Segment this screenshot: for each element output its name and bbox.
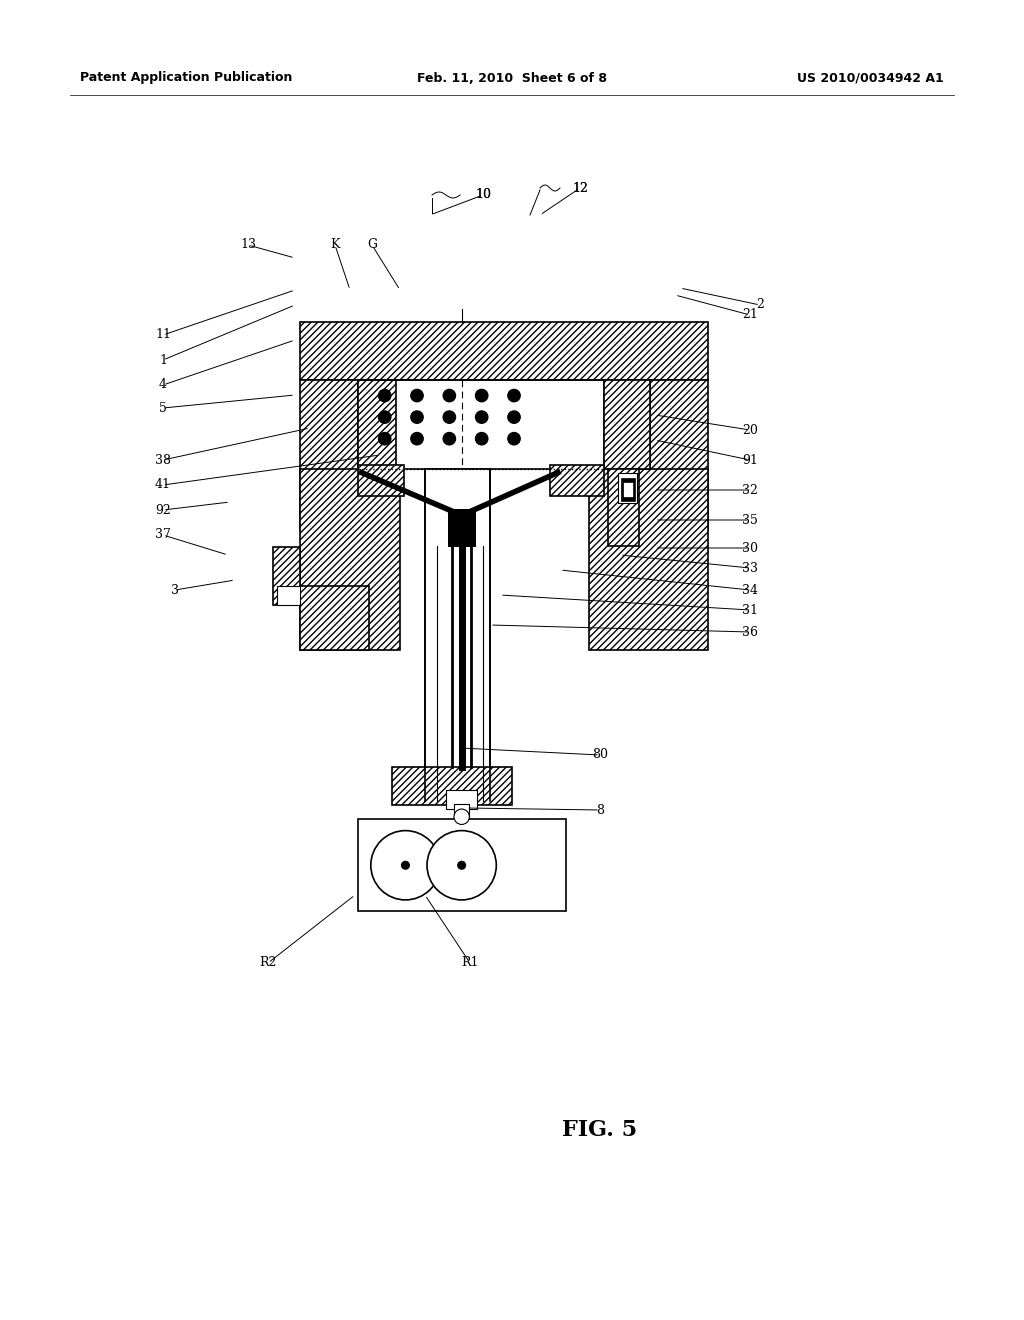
Bar <box>624 482 633 498</box>
Text: 20: 20 <box>742 424 758 437</box>
Bar <box>617 473 637 503</box>
Text: K: K <box>331 239 340 252</box>
Bar <box>454 804 469 818</box>
Bar <box>650 380 708 531</box>
Bar <box>392 767 512 805</box>
Circle shape <box>411 411 423 424</box>
Text: 12: 12 <box>572 181 588 194</box>
Text: 34: 34 <box>742 583 758 597</box>
Text: 12: 12 <box>572 181 588 194</box>
Text: 4: 4 <box>159 379 167 392</box>
Bar <box>621 478 635 502</box>
Bar <box>604 380 650 469</box>
Circle shape <box>475 389 487 401</box>
Circle shape <box>508 433 520 445</box>
Circle shape <box>454 809 469 825</box>
Circle shape <box>508 411 520 424</box>
Bar <box>300 469 400 649</box>
Text: 2: 2 <box>756 298 764 312</box>
Bar <box>446 789 477 809</box>
Text: Feb. 11, 2010  Sheet 6 of 8: Feb. 11, 2010 Sheet 6 of 8 <box>417 71 607 84</box>
Bar <box>300 469 400 649</box>
Text: 3: 3 <box>171 583 179 597</box>
Circle shape <box>475 433 487 445</box>
Bar <box>357 380 396 469</box>
Circle shape <box>411 433 423 445</box>
Text: 35: 35 <box>742 513 758 527</box>
Circle shape <box>379 389 391 401</box>
Bar <box>425 469 490 801</box>
Bar <box>300 586 370 649</box>
Bar <box>604 380 650 469</box>
Text: 10: 10 <box>475 189 490 202</box>
Circle shape <box>443 389 456 401</box>
Bar <box>357 465 403 496</box>
Bar <box>273 548 300 605</box>
Text: Patent Application Publication: Patent Application Publication <box>80 71 293 84</box>
Text: R2: R2 <box>259 957 276 969</box>
Bar <box>273 548 300 605</box>
Text: 13: 13 <box>240 239 256 252</box>
Circle shape <box>443 411 456 424</box>
Bar <box>650 380 708 531</box>
Text: 11: 11 <box>155 329 171 342</box>
Circle shape <box>379 411 391 424</box>
Text: R1: R1 <box>461 957 479 969</box>
Circle shape <box>508 389 520 401</box>
Circle shape <box>427 830 497 900</box>
Bar <box>589 469 708 649</box>
Bar <box>357 818 565 911</box>
Bar <box>300 380 357 531</box>
Bar <box>608 469 639 545</box>
Circle shape <box>475 411 487 424</box>
Bar <box>300 322 708 380</box>
Circle shape <box>458 862 466 869</box>
Circle shape <box>401 862 410 869</box>
Circle shape <box>411 389 423 401</box>
Bar <box>357 465 403 496</box>
Circle shape <box>379 433 391 445</box>
Text: 21: 21 <box>742 309 758 322</box>
Text: 36: 36 <box>742 626 758 639</box>
Text: 1: 1 <box>159 354 167 367</box>
Bar <box>357 380 396 469</box>
Text: FIG. 5: FIG. 5 <box>562 1119 638 1140</box>
Text: 92: 92 <box>155 503 171 516</box>
Text: 32: 32 <box>742 483 758 496</box>
Bar <box>550 465 604 496</box>
Bar <box>447 508 475 548</box>
Text: 37: 37 <box>155 528 171 541</box>
Text: 31: 31 <box>742 603 758 616</box>
Bar <box>608 469 639 545</box>
Text: 8: 8 <box>596 804 604 817</box>
Text: 10: 10 <box>475 189 490 202</box>
Text: 30: 30 <box>742 541 758 554</box>
Circle shape <box>371 830 440 900</box>
Text: 33: 33 <box>742 561 758 574</box>
Bar <box>300 322 708 380</box>
Text: 5: 5 <box>159 401 167 414</box>
Bar <box>392 767 512 805</box>
Circle shape <box>443 433 456 445</box>
Text: G: G <box>367 239 377 252</box>
Bar <box>550 465 604 496</box>
Text: US 2010/0034942 A1: US 2010/0034942 A1 <box>798 71 944 84</box>
Text: 41: 41 <box>155 479 171 491</box>
Bar <box>589 469 708 649</box>
Bar <box>300 380 357 531</box>
Text: 80: 80 <box>592 748 608 762</box>
Bar <box>357 380 604 469</box>
Bar <box>300 586 370 649</box>
Bar <box>276 586 300 605</box>
Text: 38: 38 <box>155 454 171 466</box>
Text: 91: 91 <box>742 454 758 466</box>
